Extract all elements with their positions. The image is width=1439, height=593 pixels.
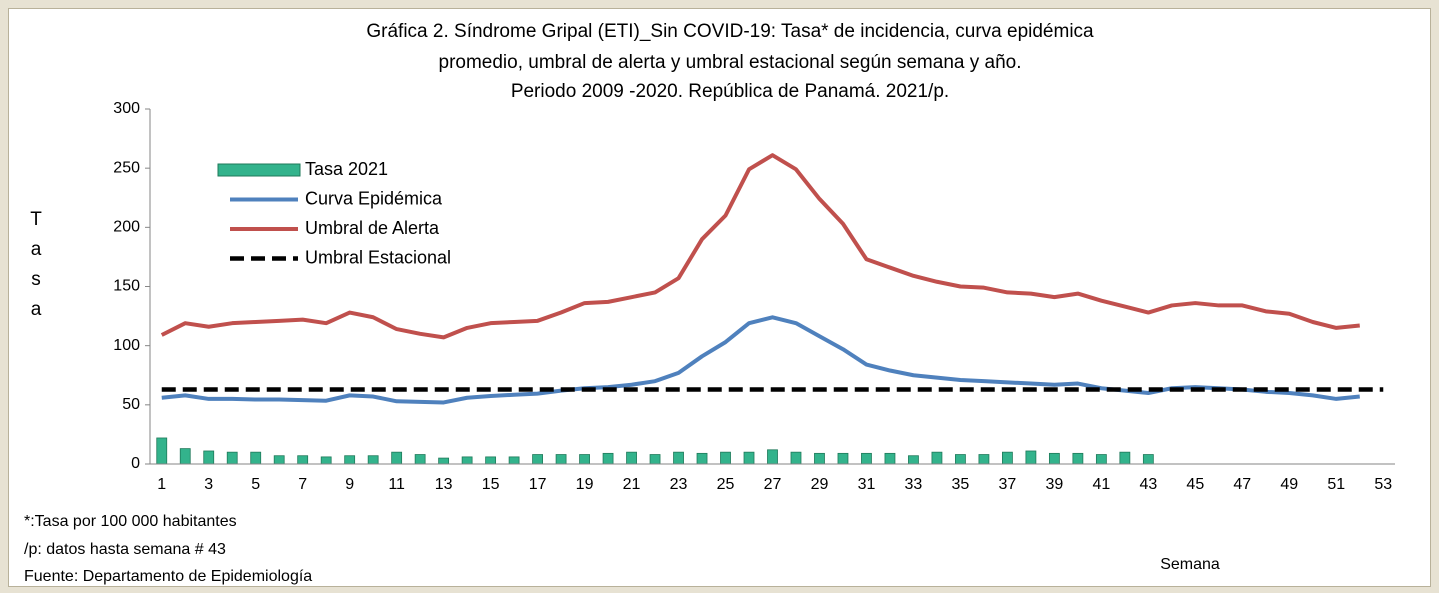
x-axis-label: Semana (1160, 556, 1220, 573)
bar (1119, 451, 1131, 465)
y-tick-label: 300 (113, 100, 140, 117)
legend-label: Curva Epidémica (305, 188, 443, 208)
x-tick-label: 49 (1280, 476, 1298, 493)
bar (908, 455, 919, 465)
x-tick-label: 3 (204, 476, 213, 493)
x-tick-label: 31 (858, 476, 876, 493)
footnote: *:Tasa por 100 000 habitantes (24, 513, 237, 530)
y-tick-label: 200 (113, 219, 140, 236)
bar (767, 449, 778, 465)
x-tick-label: 21 (623, 476, 641, 493)
bar (532, 454, 543, 465)
chart-frame (8, 8, 1431, 587)
bar (1072, 452, 1084, 465)
bar (320, 456, 332, 465)
bar (602, 452, 614, 465)
x-tick-label: 51 (1327, 476, 1345, 493)
x-tick-label: 33 (905, 476, 923, 493)
bar (978, 454, 990, 465)
bar (485, 456, 497, 465)
bar (391, 451, 403, 465)
x-tick-label: 19 (576, 476, 594, 493)
line (160, 153, 1360, 340)
x-tick-label: 39 (1045, 476, 1063, 493)
x-tick-label: 11 (388, 476, 405, 493)
bar (626, 451, 637, 465)
bar (649, 454, 661, 465)
x-tick-label: 45 (1186, 476, 1204, 493)
bar (673, 451, 684, 465)
footnote: /p: datos hasta semana # 43 (24, 541, 226, 558)
legend-label: Umbral Estacional (305, 247, 451, 267)
bar (1025, 450, 1037, 465)
bar (414, 454, 426, 465)
bar (156, 437, 168, 465)
legend-swatch (217, 163, 301, 177)
bar (226, 451, 238, 465)
bar (696, 452, 708, 465)
bar (837, 452, 849, 465)
bar (579, 454, 590, 465)
chart-title: Periodo 2009 -2020. República de Panamá.… (511, 81, 949, 102)
x-tick-label: 13 (435, 476, 453, 493)
legend-label: Tasa 2021 (305, 159, 388, 179)
bar (720, 451, 731, 465)
bar (297, 455, 309, 465)
bar (203, 450, 215, 465)
x-tick-label: 15 (482, 476, 500, 493)
footnote: Fuente: Departamento de Epidemiología (24, 568, 312, 585)
x-tick-label: 9 (345, 476, 354, 493)
bar (250, 451, 262, 465)
bar (367, 455, 379, 465)
bar (884, 452, 896, 465)
bar (179, 448, 191, 465)
chart-title: Gráfica 2. Síndrome Gripal (ETI)_Sin COV… (366, 21, 1094, 42)
bar (955, 454, 966, 465)
x-tick-label: 17 (529, 476, 547, 493)
bar (1002, 451, 1013, 465)
x-tick-label: 41 (1092, 476, 1110, 493)
bar (814, 452, 825, 465)
bar (790, 451, 802, 465)
x-tick-label: 1 (157, 476, 166, 493)
bar (461, 456, 473, 465)
x-tick-label: 23 (670, 476, 688, 493)
x-tick-label: 47 (1233, 476, 1251, 493)
x-tick-label: 29 (811, 476, 829, 493)
y-tick-label: 150 (113, 278, 140, 295)
bar (1142, 454, 1154, 465)
bar (555, 454, 567, 465)
legend-label: Umbral de Alerta (305, 218, 440, 238)
x-tick-label: 25 (717, 476, 735, 493)
x-tick-label: 7 (298, 476, 307, 493)
bar (743, 451, 755, 465)
x-tick-label: 5 (251, 476, 260, 493)
x-tick-label: 43 (1139, 476, 1157, 493)
y-tick-label: 100 (113, 337, 140, 354)
bar (1095, 454, 1107, 465)
y-tick-label: 50 (122, 396, 140, 413)
x-tick-label: 37 (999, 476, 1017, 493)
bar (273, 455, 285, 465)
bar (861, 452, 872, 465)
bar (931, 451, 943, 465)
y-tick-label: 250 (113, 159, 140, 176)
x-tick-label: 35 (952, 476, 970, 493)
bar (508, 456, 520, 465)
bar (1048, 452, 1060, 465)
chart-title: promedio, umbral de alerta y umbral esta… (439, 52, 1022, 73)
y-tick-label: 0 (131, 455, 140, 472)
x-tick-label: 27 (764, 476, 782, 493)
x-tick-label: 53 (1374, 476, 1392, 493)
bar (438, 457, 450, 465)
y-axis-label: Tasa (30, 209, 42, 320)
bar (344, 455, 356, 465)
